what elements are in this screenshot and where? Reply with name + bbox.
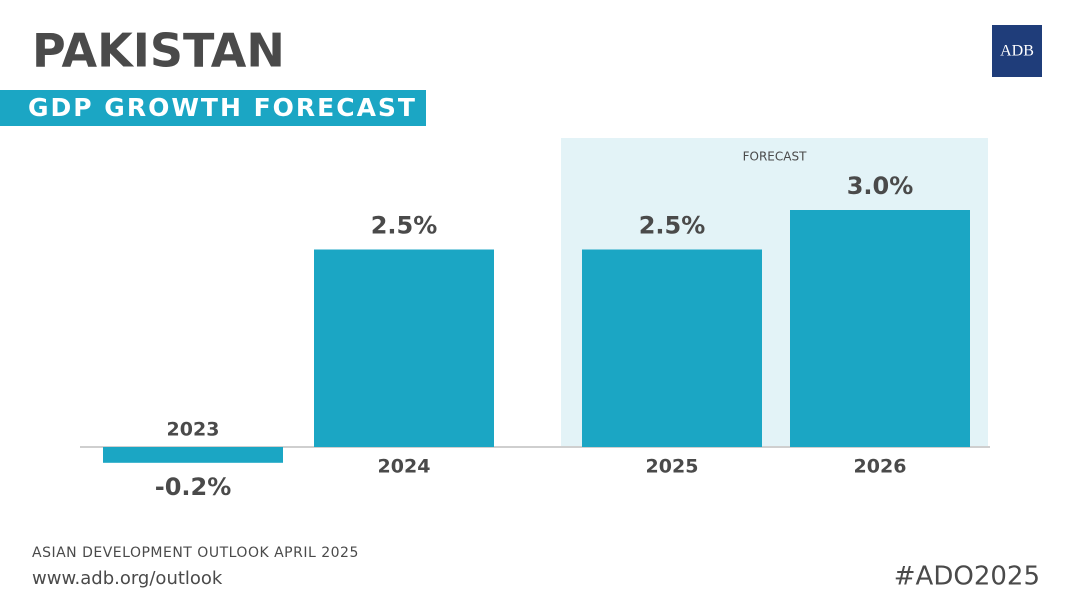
hashtag: #ADO2025	[894, 562, 1040, 592]
bar	[582, 249, 762, 447]
url: www.adb.org/outlook	[32, 568, 223, 589]
bar	[790, 210, 970, 447]
chart-title: PAKISTAN	[32, 24, 285, 78]
value-label: 2.5%	[639, 212, 706, 240]
logo	[992, 25, 1042, 77]
logo-text: ADB	[1000, 43, 1034, 60]
value-label: 3.0%	[847, 172, 914, 200]
value-label: -0.2%	[155, 473, 232, 501]
chart-subtitle: GDP GROWTH FORECAST	[28, 93, 417, 122]
x-tick-label: 2024	[378, 456, 431, 478]
source: ASIAN DEVELOPMENT OUTLOOK APRIL 2025	[32, 545, 359, 561]
bar	[103, 447, 283, 463]
plot: FORECAST 2023 -0.2% 2024 2.5% 2025 2.5% 2026 3.0…	[80, 138, 990, 501]
x-tick-label: 2026	[854, 456, 907, 478]
bar	[314, 249, 494, 447]
annotation: FORECAST	[743, 150, 807, 164]
x-tick-label: 2023	[167, 419, 220, 441]
subtitle-band	[0, 90, 426, 126]
value-label: 2.5%	[371, 212, 438, 240]
x-tick-label: 2025	[646, 456, 699, 478]
